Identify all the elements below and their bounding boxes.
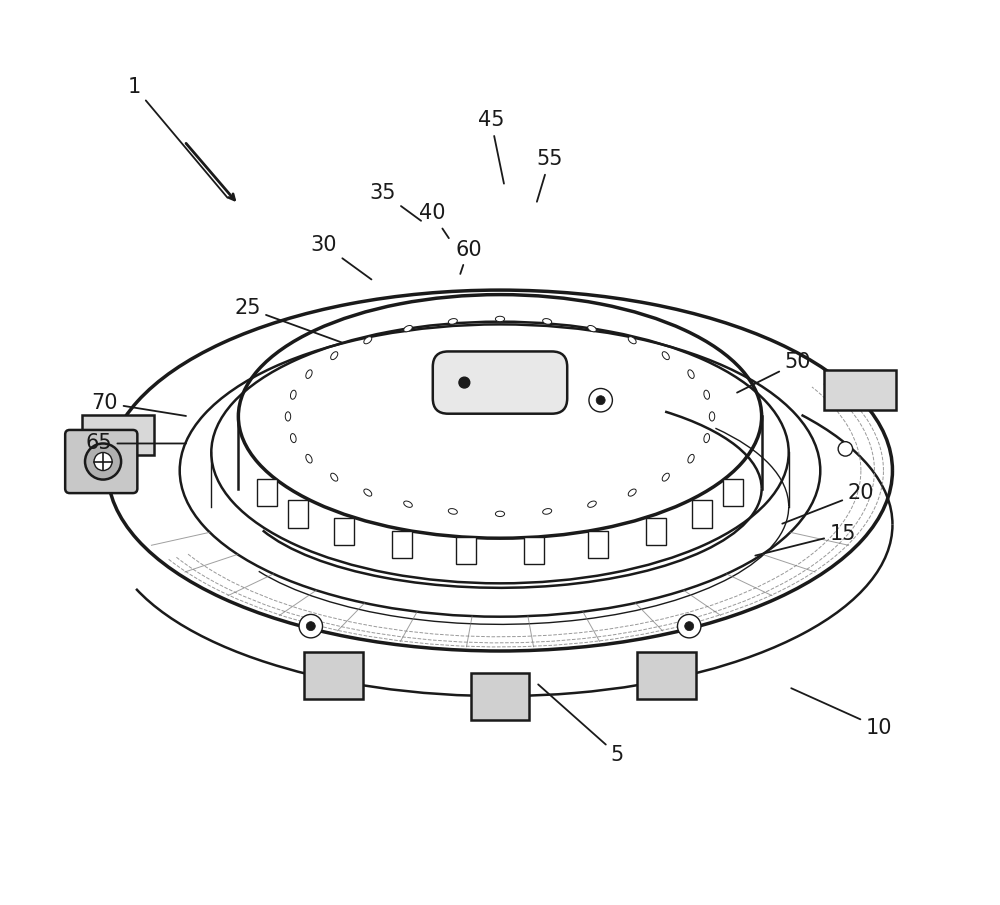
FancyBboxPatch shape: [646, 519, 666, 546]
Text: 35: 35: [369, 183, 421, 221]
Ellipse shape: [290, 390, 296, 399]
Ellipse shape: [628, 489, 636, 496]
FancyBboxPatch shape: [524, 538, 544, 565]
Text: 45: 45: [478, 110, 504, 184]
Text: 55: 55: [536, 149, 563, 202]
Circle shape: [306, 622, 315, 631]
Circle shape: [589, 388, 612, 412]
Text: 65: 65: [85, 433, 186, 453]
FancyBboxPatch shape: [456, 538, 476, 565]
Text: 40: 40: [419, 204, 449, 238]
FancyBboxPatch shape: [334, 519, 354, 546]
Text: 20: 20: [782, 483, 874, 524]
Ellipse shape: [662, 352, 669, 359]
FancyBboxPatch shape: [65, 430, 137, 493]
FancyBboxPatch shape: [471, 672, 529, 719]
Ellipse shape: [364, 337, 372, 344]
Ellipse shape: [704, 390, 710, 399]
Circle shape: [838, 442, 853, 456]
Text: 15: 15: [755, 524, 856, 556]
Ellipse shape: [662, 473, 669, 481]
FancyBboxPatch shape: [304, 653, 363, 699]
Ellipse shape: [588, 501, 596, 508]
Ellipse shape: [495, 316, 505, 321]
Text: 10: 10: [791, 688, 892, 738]
FancyBboxPatch shape: [288, 500, 308, 528]
Ellipse shape: [448, 509, 457, 514]
Circle shape: [85, 443, 121, 480]
Ellipse shape: [588, 326, 596, 332]
Ellipse shape: [628, 337, 636, 344]
Ellipse shape: [331, 473, 338, 481]
Circle shape: [596, 395, 605, 405]
Circle shape: [677, 614, 701, 638]
Ellipse shape: [404, 326, 412, 332]
Text: 50: 50: [737, 352, 811, 393]
Ellipse shape: [495, 511, 505, 517]
FancyBboxPatch shape: [723, 479, 743, 506]
FancyBboxPatch shape: [692, 500, 712, 528]
Ellipse shape: [364, 489, 372, 496]
Text: 70: 70: [92, 393, 186, 416]
Ellipse shape: [285, 412, 291, 421]
Ellipse shape: [306, 370, 312, 378]
Text: 1: 1: [128, 77, 228, 198]
Text: 5: 5: [538, 684, 624, 765]
Ellipse shape: [543, 509, 552, 514]
Ellipse shape: [543, 319, 552, 324]
FancyBboxPatch shape: [392, 531, 412, 557]
Ellipse shape: [331, 352, 338, 359]
FancyBboxPatch shape: [824, 370, 896, 410]
Circle shape: [299, 614, 323, 638]
Ellipse shape: [704, 433, 710, 443]
Ellipse shape: [709, 412, 715, 421]
Text: 30: 30: [311, 235, 371, 280]
Text: 25: 25: [234, 298, 344, 343]
Ellipse shape: [290, 433, 296, 443]
Circle shape: [94, 452, 112, 471]
Ellipse shape: [404, 501, 412, 508]
Ellipse shape: [688, 370, 694, 378]
FancyBboxPatch shape: [257, 479, 277, 506]
Ellipse shape: [688, 454, 694, 463]
Text: 60: 60: [455, 240, 482, 274]
Ellipse shape: [448, 319, 457, 324]
FancyBboxPatch shape: [82, 414, 154, 455]
Circle shape: [459, 377, 470, 388]
FancyBboxPatch shape: [588, 531, 608, 557]
Circle shape: [685, 622, 694, 631]
FancyBboxPatch shape: [433, 351, 567, 414]
FancyBboxPatch shape: [637, 653, 696, 699]
Ellipse shape: [306, 454, 312, 463]
